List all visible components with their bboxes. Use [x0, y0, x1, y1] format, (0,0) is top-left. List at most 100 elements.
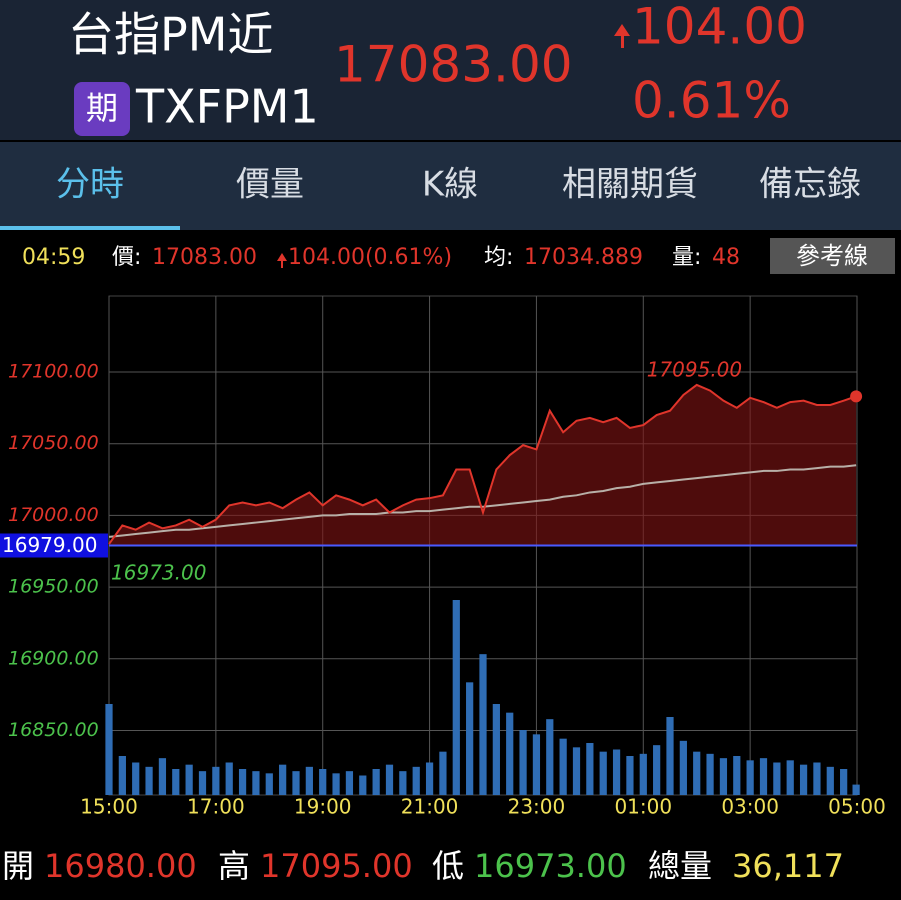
high-value: 17095.00: [260, 847, 413, 885]
info-vol-label: 量:: [672, 245, 701, 270]
volume-bar: [572, 747, 581, 795]
low-value: 16973.00: [474, 847, 627, 885]
title: 台指PM近: [68, 8, 273, 62]
volume-bar: [492, 704, 500, 795]
volume-bar: [612, 749, 621, 795]
volume-bar: [172, 769, 180, 795]
badge: 期: [86, 89, 118, 127]
badge-bg: [74, 82, 130, 136]
volume-bar: [185, 764, 193, 795]
volume-bar: [626, 756, 634, 795]
volume-bar: [479, 654, 487, 795]
volume-bar: [439, 751, 447, 795]
volume-bar: [679, 740, 687, 795]
header-price: 17083.00: [334, 36, 573, 94]
volume-bar: [693, 751, 701, 795]
x-tick-label: 19:00: [294, 795, 352, 819]
volume-bar: [639, 753, 647, 795]
volume-bar: [586, 743, 594, 795]
total-value: 36,117: [732, 847, 844, 885]
y-tick-label: 17100.00: [8, 360, 99, 382]
code: TXFPM1: [135, 80, 319, 134]
volume-bar: [145, 766, 153, 795]
volume-bar: [279, 764, 287, 795]
volume-bar: [198, 771, 207, 795]
volume-bar: [359, 775, 367, 795]
volume-bar: [132, 762, 140, 795]
volume-bar: [773, 762, 781, 795]
volume-bar: [826, 766, 834, 795]
price-line: [108, 383, 857, 545]
tab[interactable]: 價量: [236, 165, 304, 205]
volume-bar: [305, 766, 313, 795]
volume-bar: [653, 745, 661, 795]
volume-bar: [118, 756, 126, 795]
volume-bar: [599, 751, 607, 795]
volume-bar: [319, 769, 327, 795]
volume-bar: [840, 769, 848, 795]
x-tick-label: 23:00: [508, 795, 566, 819]
x-tick-label: 03:00: [721, 795, 779, 819]
y-tick-label: 16850.00: [8, 719, 99, 741]
total-label: 總量: [648, 847, 712, 885]
high-label: 高: [218, 847, 250, 885]
active-tab-indicator: [0, 226, 180, 230]
reference-button-label[interactable]: 參考線: [796, 242, 868, 270]
volume-bar: [719, 758, 728, 795]
volume-bar: [813, 762, 821, 795]
tab[interactable]: 備忘錄: [759, 165, 861, 205]
info-time: 04:59: [22, 245, 85, 270]
y-tick-label: 16900.00: [8, 647, 99, 669]
price-area: [109, 384, 857, 546]
volume-bar: [372, 769, 380, 795]
x-tick-label: 05:00: [828, 795, 886, 819]
volume-bar: [799, 764, 808, 795]
x-tick-label: 21:00: [401, 795, 459, 819]
tab[interactable]: 分時: [56, 165, 124, 205]
x-tick-label: 15:00: [80, 795, 138, 819]
volume-bar: [212, 766, 220, 795]
volume-bar: [466, 682, 474, 795]
x-tick-label: 17:00: [187, 795, 245, 819]
average-line: [108, 464, 857, 538]
y-tick-label: 17000.00: [8, 504, 99, 526]
info-avg-label: 均:: [484, 245, 513, 270]
volume-bar: [425, 762, 434, 795]
volume-bar: [385, 764, 394, 795]
reference-label-bg: [0, 533, 108, 558]
info-price-label: 價:: [112, 245, 141, 270]
tab-bar: [0, 142, 901, 230]
volume-bar: [706, 753, 714, 795]
open-label: 開: [2, 847, 34, 885]
volume-bar: [452, 600, 460, 795]
volume-bar: [225, 762, 233, 795]
reference-button[interactable]: [770, 238, 895, 274]
volume-bar: [238, 769, 247, 795]
info-up-arrow: [277, 253, 287, 268]
low-label: 低: [432, 847, 464, 885]
last-price-dot: [850, 390, 863, 403]
low-annotation: 16973.00: [111, 561, 206, 585]
open-value: 16980.00: [44, 847, 197, 885]
volume-bar: [733, 756, 741, 795]
volume-bar: [506, 712, 514, 795]
volume-bar: [399, 771, 407, 795]
volume-bar: [412, 766, 420, 795]
info-change: 104.00(0.61%): [288, 245, 452, 270]
volume-bar: [852, 784, 860, 795]
volume-bar: [559, 738, 567, 795]
volume-bar: [546, 719, 554, 795]
header-change-pct: 0.61%: [632, 72, 791, 130]
volume-bar: [345, 771, 354, 795]
high-annotation: 17095.00: [647, 358, 742, 382]
reference-label: 16979.00: [2, 533, 97, 557]
volume-bar: [158, 758, 167, 795]
tab[interactable]: 相關期貨: [562, 165, 698, 205]
tab[interactable]: K線: [422, 165, 478, 205]
info-vol: 48: [712, 245, 740, 270]
volume-bar: [105, 704, 113, 795]
volume-bar: [265, 773, 273, 795]
x-tick-label: 01:00: [614, 795, 672, 819]
info-price: 17083.00: [152, 245, 257, 270]
